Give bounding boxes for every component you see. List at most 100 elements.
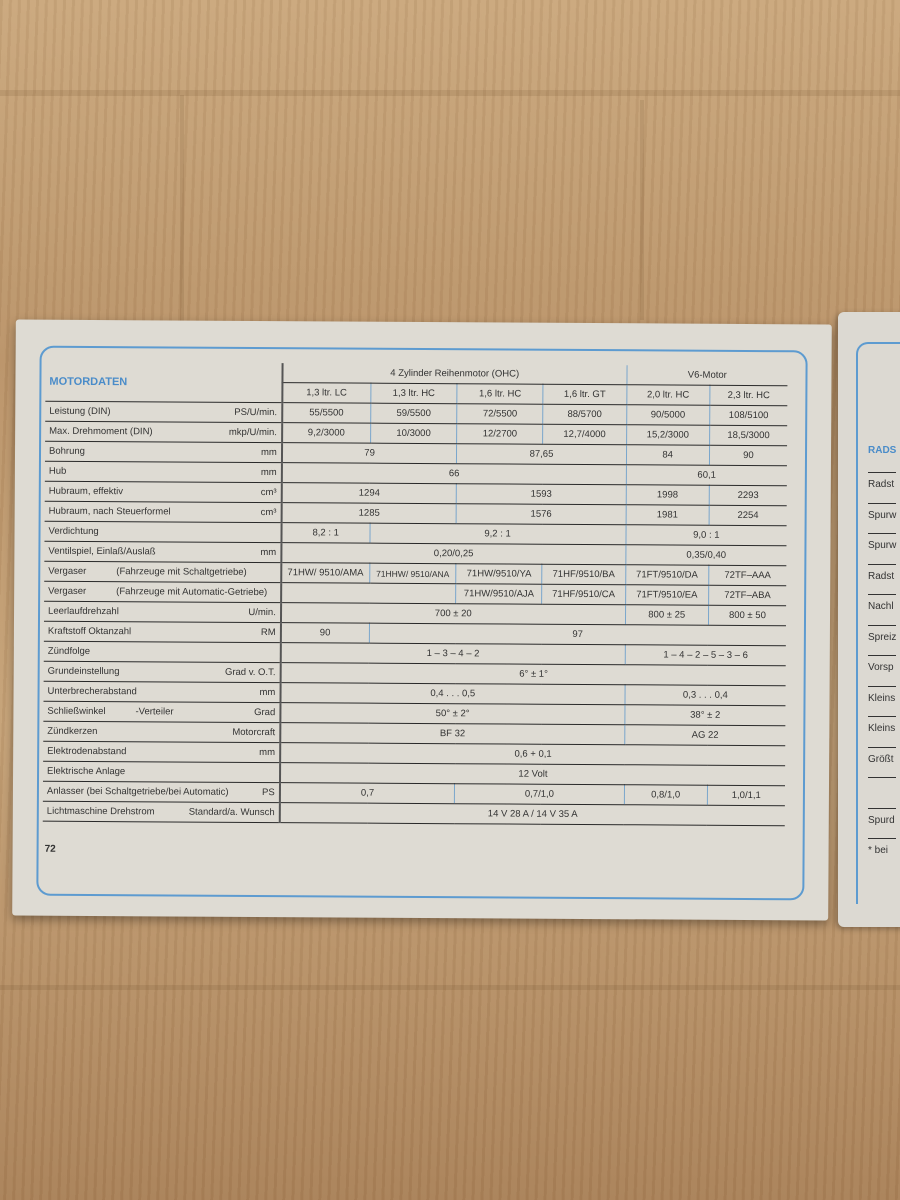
value-cell: 8,2 : 1: [281, 522, 370, 544]
value-cell: 90: [709, 445, 788, 466]
value-cell: 72/5500: [457, 403, 544, 425]
value-cell: 700 ± 20: [280, 602, 626, 625]
row-label-cell: Ventilspiel, Einlaß/Auslaß mm: [44, 541, 282, 563]
row-unit: cm³: [260, 507, 277, 519]
value-cell: 38° ± 2: [624, 704, 786, 726]
row-label-cell: Lichtmaschine Drehstrom Standard/a. Wunsc…: [42, 801, 280, 823]
right-page-item: Kleins: [868, 685, 897, 717]
row-label-cell: Anlasser (bei Schaltgetriebe/bei Automat…: [42, 781, 280, 803]
column-header: 1,6 ltr. GT: [543, 384, 627, 405]
value-cell: 1285: [281, 502, 457, 524]
column-header: 1,3 ltr. HC: [370, 383, 458, 404]
row-unit: Grad: [254, 706, 276, 719]
row-label: Vergaser: [48, 585, 87, 597]
value-cell: 84: [626, 444, 710, 466]
row-unit: RM: [260, 627, 276, 639]
row-unit: PS: [262, 787, 275, 799]
value-cell: 90/5000: [626, 404, 710, 426]
row-label-cell: Zündkerzen Motorcraft: [43, 721, 281, 743]
manual-page-right: RADS Radst Spurw Spurw Radst Nachl Spreiz Vors…: [838, 312, 900, 927]
right-page-item: Kleins: [868, 716, 897, 747]
value-cell: 1 – 3 – 4 – 2: [280, 642, 625, 665]
value-cell: 71HF/9510/BA: [541, 564, 626, 585]
value-cell: 1294: [281, 482, 457, 504]
value-cell: 0,35/0,40: [625, 544, 787, 566]
row-unit: PS/U/min.: [234, 406, 278, 419]
table-title-cell: MOTORDATEN: [45, 361, 283, 403]
value-cell: 71FT/9510/DA: [625, 564, 709, 586]
row-label: Ventilspiel, Einlaß/Auslaß: [48, 545, 156, 558]
row-label: Elektrodenabstand: [47, 745, 127, 758]
value-cell: 0,20/0,25: [281, 542, 626, 565]
right-page-item: Spreiz: [868, 624, 897, 656]
row-label-cell: Max. Drehmoment (DIN) mkp/U/min.: [45, 421, 283, 443]
wood-seam: [180, 95, 184, 325]
right-page-item: [868, 777, 897, 808]
value-cell: 72TF–AAA: [708, 565, 787, 586]
row-label: Schließwinkel: [47, 705, 106, 718]
wood-seam: [0, 90, 900, 96]
value-cell: 0,4 . . . 0,5: [280, 682, 625, 705]
value-cell: 9,2/3000: [281, 422, 371, 444]
value-cell: 71HHW/ 9510/ANA: [369, 563, 457, 584]
value-cell: 2293: [708, 485, 787, 506]
row-label-cell: Elektrische Anlage: [43, 761, 280, 783]
row-label: Zündkerzen: [47, 725, 98, 738]
row-label: Vergaser: [48, 565, 87, 577]
column-header: 2,3 ltr. HC: [709, 385, 788, 406]
row-unit: Standard/a. Wunsch: [188, 806, 275, 819]
value-cell: 1,0/1,1: [707, 785, 785, 806]
value-cell: 1981: [625, 504, 709, 526]
column-header: 2,0 ltr. HC: [626, 384, 710, 406]
row-label: Anlasser (bei Schaltgetriebe/bei Automat…: [46, 785, 229, 798]
row-label-cell: Leerlaufdrehzahl U/min.: [43, 601, 281, 623]
value-cell: 87,65: [456, 443, 627, 465]
right-page-item: Spurw: [868, 533, 897, 564]
row-label-cell: Schließwinkel -Verteiler Grad: [43, 701, 281, 723]
group-header: V6-Motor: [626, 365, 788, 386]
row-unit: mm: [260, 467, 277, 479]
value-cell: 1576: [456, 503, 626, 525]
right-page-item: Vorsp: [868, 655, 897, 686]
row-label-cell: Unterbrecherabstand mm: [43, 681, 281, 703]
row-label: Lichtmaschine Drehstrom: [46, 805, 155, 818]
value-cell: 71HW/9510/AJA: [455, 583, 542, 605]
row-unit: Grad v. O.T.: [224, 666, 276, 679]
value-cell: BF 32: [280, 722, 625, 745]
wood-seam: [0, 985, 900, 990]
table-row: Lichtmaschine Drehstrom Standard/a. Wunsc…: [42, 801, 785, 826]
row-label: Hubraum, nach Steuerformel: [48, 505, 171, 518]
right-page-item: Radst: [868, 472, 897, 503]
value-cell: [280, 582, 457, 604]
value-cell: 55/5500: [282, 402, 371, 424]
row-unit: cm³: [260, 487, 277, 499]
row-note: (Fahrzeuge mit Schaltgetriebe): [116, 566, 247, 578]
engine-data-table: MOTORDATEN 4 Zylinder Reihenmotor (OHC) V6…: [42, 361, 788, 827]
value-cell: 0,7: [279, 782, 455, 804]
value-cell: 18,5/3000: [709, 425, 788, 446]
column-header: 1,3 ltr. LC: [282, 382, 371, 404]
wood-seam: [640, 100, 644, 320]
row-label: Elektrische Anlage: [47, 765, 126, 778]
right-page-item: Spurw: [868, 502, 897, 534]
value-cell: 79: [281, 442, 457, 464]
value-cell: 1593: [456, 483, 626, 505]
value-cell: 97: [368, 623, 786, 646]
value-cell: 9,0 : 1: [625, 524, 787, 546]
row-label-cell: Zündfolge: [43, 641, 281, 663]
value-cell: 800 ± 50: [708, 605, 787, 626]
row-unit: mkp/U/min.: [228, 426, 277, 439]
row-label: Leistung (DIN): [49, 405, 111, 418]
row-unit: U/min.: [248, 606, 276, 619]
row-label: Grundeinstellung: [47, 665, 120, 678]
value-cell: 66: [281, 462, 627, 485]
value-cell: 59/5500: [370, 403, 458, 424]
row-label: Leerlaufdrehzahl: [48, 605, 119, 618]
row-unit: mm: [259, 687, 276, 699]
value-cell: 10/3000: [370, 423, 458, 444]
value-cell: 90: [280, 622, 370, 644]
value-cell: 60,1: [625, 464, 787, 486]
value-cell: 1998: [625, 484, 710, 506]
section-title: RADS: [868, 445, 897, 456]
row-label: Kraftstoff Oktanzahl: [47, 625, 132, 638]
